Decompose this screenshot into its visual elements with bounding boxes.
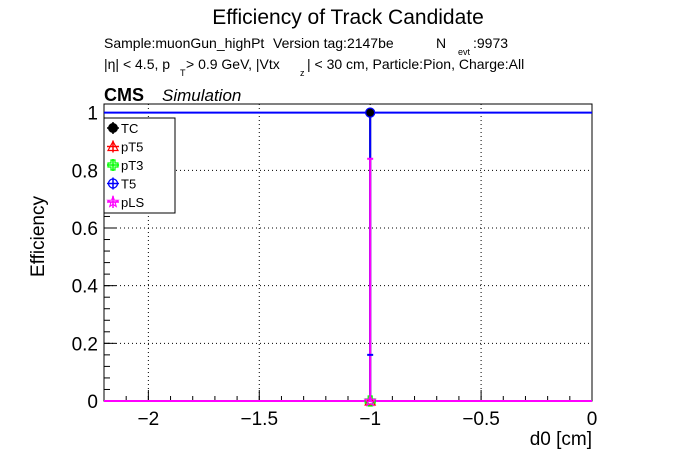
legend-t5-label: T5 <box>121 177 136 192</box>
series-marks <box>104 107 592 407</box>
subtitle-cuts-a: |η| < 4.5, p <box>104 56 170 72</box>
x-tick-label: −1.5 <box>241 409 279 430</box>
y-tick-label: 0.6 <box>72 219 98 240</box>
subtitle-version: Version tag:2147be <box>273 35 394 51</box>
subtitle-cuts-b: > 0.9 GeV, |Vtx <box>186 56 280 72</box>
legend-pt3-label: pT3 <box>121 158 143 173</box>
legend: TC pT5 pT3 T5 pLS <box>103 117 176 214</box>
y-tick-label: 0.4 <box>72 277 99 298</box>
legend-pls-label: pLS <box>121 195 144 210</box>
y-tick-label: 1 <box>87 104 98 125</box>
y-tick-label: 0.8 <box>72 161 98 182</box>
x-tick-label: −2 <box>138 409 160 430</box>
legend-t5-marker <box>107 178 119 189</box>
y-axis-title: Efficiency <box>28 196 49 277</box>
subtitle-nevt-label: N <box>436 35 446 51</box>
t5-point <box>365 107 376 118</box>
legend-pt3-marker <box>107 159 119 171</box>
x-tick-label: −0.5 <box>462 409 500 430</box>
legend-pls-marker <box>106 194 120 208</box>
pls-point <box>363 393 377 407</box>
plot-frame <box>103 103 593 402</box>
subtitle-nevt-sub: evt <box>458 47 471 57</box>
x-tick-label: 0 <box>587 409 598 430</box>
x-tick-label: −1 <box>359 409 381 430</box>
legend-tc-label: TC <box>121 121 138 136</box>
simulation-label: Simulation <box>162 86 241 105</box>
subtitle-nevt-value: :9973 <box>473 35 508 51</box>
subtitle-cuts-c: | < 30 cm, Particle:Pion, Charge:All <box>307 56 524 72</box>
axis-ticks: −2 −1.5 −1 −0.5 0 0 0.2 0.4 0.6 0.8 1 <box>72 104 598 430</box>
y-tick-label: 0.2 <box>72 334 98 355</box>
legend-pt5-marker <box>106 140 120 152</box>
grid <box>104 104 593 402</box>
chart-title: Efficiency of Track Candidate <box>212 6 484 29</box>
subtitle-sample: Sample:muonGun_highPt <box>104 35 264 51</box>
x-axis-title: d0 [cm] <box>530 429 592 450</box>
cms-label: CMS <box>104 85 144 105</box>
subtitle-cuts-b-sub: z <box>300 68 305 78</box>
pt5-point <box>364 394 377 406</box>
y-tick-label: 0 <box>87 392 98 413</box>
legend-pt5-label: pT5 <box>121 140 143 155</box>
subtitle-cuts-a-sub: T <box>180 68 186 78</box>
legend-tc-marker <box>108 123 118 133</box>
